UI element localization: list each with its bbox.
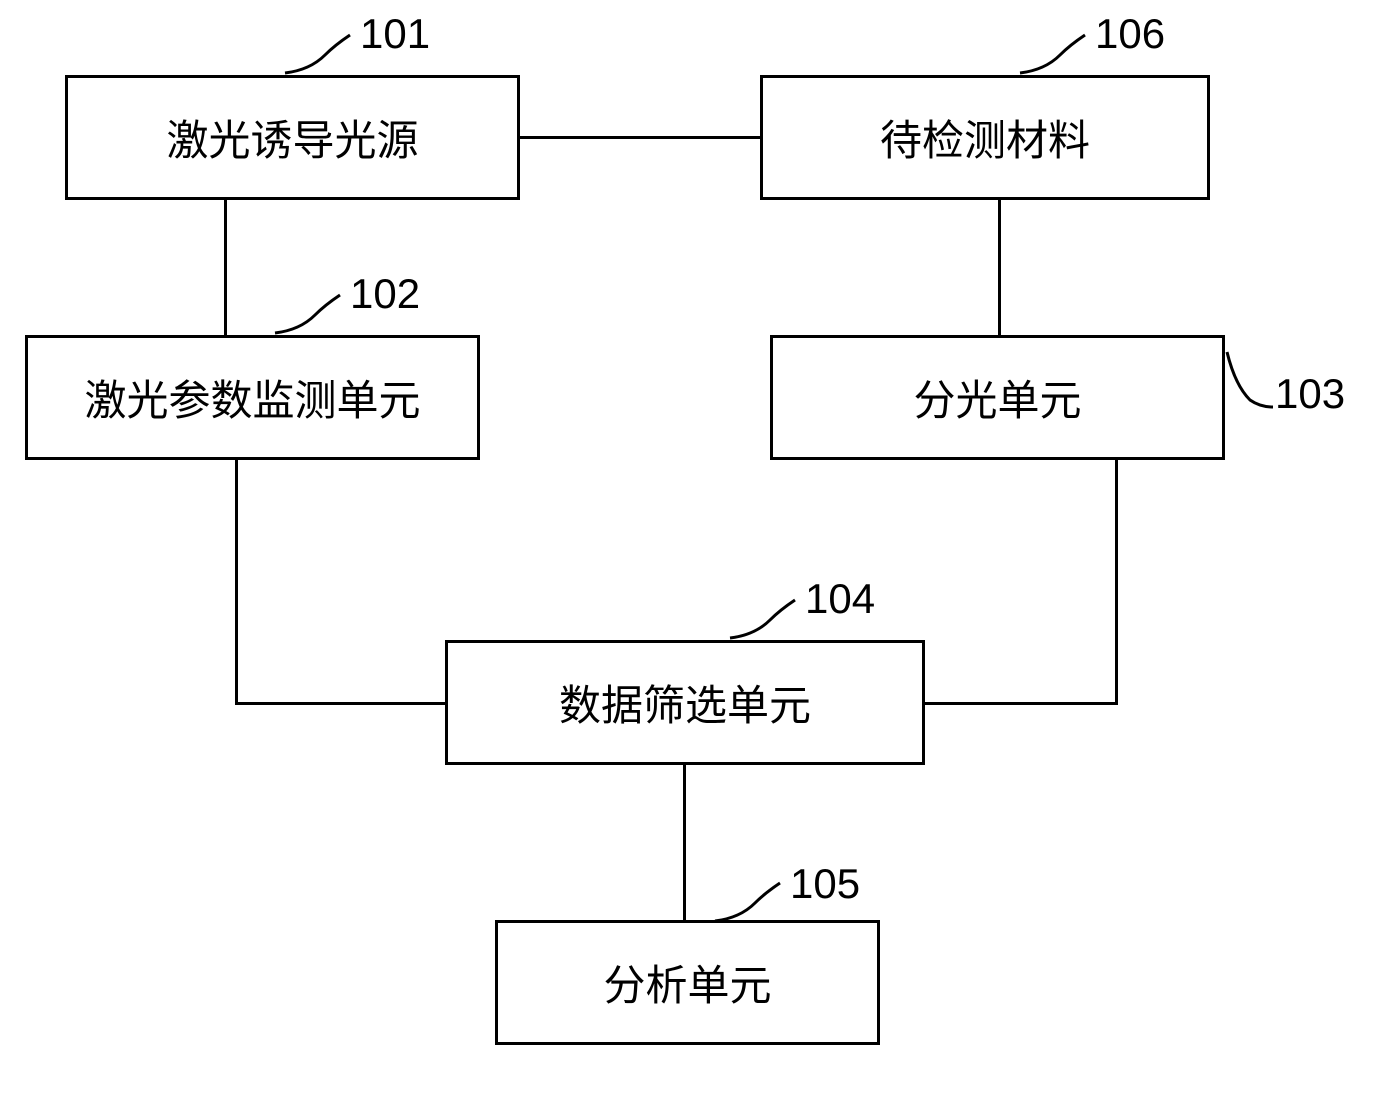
edge-103-104-h <box>925 702 1118 705</box>
node-spectrometer: 分光单元 <box>770 335 1225 460</box>
node-analysis: 分析单元 <box>495 920 880 1045</box>
label-101: 101 <box>360 10 430 58</box>
node-label: 待检测材料 <box>880 107 1090 168</box>
label-105: 105 <box>790 860 860 908</box>
edge-101-102 <box>224 200 227 335</box>
callout-curve-105 <box>710 878 785 926</box>
node-laser-source: 激光诱导光源 <box>65 75 520 200</box>
node-material: 待检测材料 <box>760 75 1210 200</box>
callout-curve-103 <box>1225 350 1275 410</box>
node-label: 数据筛选单元 <box>559 672 811 733</box>
node-data-filter: 数据筛选单元 <box>445 640 925 765</box>
callout-curve-101 <box>280 30 355 78</box>
callout-curve-106 <box>1015 30 1090 78</box>
node-laser-monitor: 激光参数监测单元 <box>25 335 480 460</box>
callout-curve-102 <box>270 290 345 338</box>
label-104: 104 <box>805 575 875 623</box>
edge-101-106 <box>520 136 760 139</box>
node-label: 激光参数监测单元 <box>84 367 420 428</box>
edge-106-103 <box>998 200 1001 335</box>
edge-102-104-v <box>235 460 238 705</box>
label-102: 102 <box>350 270 420 318</box>
node-label: 激光诱导光源 <box>166 107 418 168</box>
label-103: 103 <box>1275 370 1345 418</box>
node-label: 分析单元 <box>603 952 771 1013</box>
edge-102-104-h <box>235 702 445 705</box>
node-label: 分光单元 <box>913 367 1081 428</box>
label-106: 106 <box>1095 10 1165 58</box>
edge-103-104-v <box>1115 460 1118 705</box>
callout-curve-104 <box>725 595 800 643</box>
edge-104-105 <box>683 765 686 920</box>
